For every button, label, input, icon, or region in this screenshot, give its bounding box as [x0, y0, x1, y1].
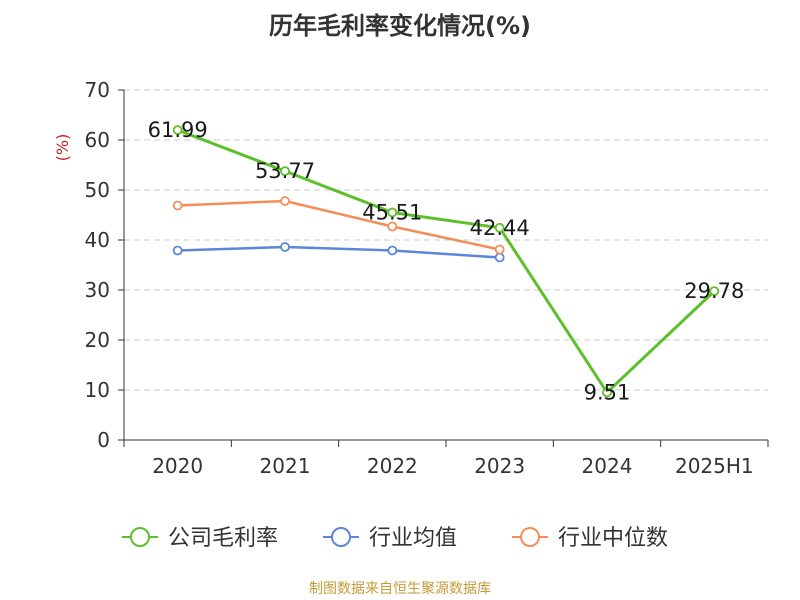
legend-marker: [331, 527, 351, 547]
data-point: [709, 286, 720, 297]
data-point: [387, 207, 398, 218]
legend-label: 行业均值: [369, 526, 457, 551]
y-axis-label: (%): [53, 134, 72, 162]
y-tick-label: 0: [97, 428, 110, 452]
series-line: [177, 199, 500, 251]
x-tick-label: 2020: [152, 454, 203, 478]
y-tick-label: 10: [85, 378, 110, 402]
data-point: [172, 125, 183, 135]
data-point: [172, 200, 183, 211]
series-line: [177, 128, 716, 394]
data-point: [602, 387, 612, 398]
x-tick-label: 2022: [367, 454, 418, 478]
series-line: [177, 245, 500, 259]
x-tick-label: 2023: [474, 454, 525, 478]
legend-marker: [520, 527, 540, 547]
data-point: [494, 222, 505, 233]
data-point: [494, 252, 505, 263]
legend-label: 公司毛利率: [168, 526, 278, 551]
data-label: 53.77: [255, 159, 315, 183]
legend-marker: [130, 527, 150, 547]
x-tick-label: 2025H1: [675, 454, 754, 478]
y-tick-label: 30: [85, 278, 110, 302]
source-note: 制图数据来自恒生聚源数据库: [309, 581, 491, 597]
y-tick-label: 20: [85, 328, 110, 352]
y-tick-label: 50: [85, 178, 110, 202]
x-tick-label: 2024: [582, 454, 633, 478]
data-label: 61.99: [148, 118, 208, 142]
y-tick-label: 60: [85, 128, 110, 152]
data-point: [494, 244, 505, 255]
data-label: 42.44: [470, 216, 530, 240]
y-tick-label: 40: [85, 228, 110, 252]
x-tick-label: 2021: [260, 454, 311, 478]
data-label: 9.51: [584, 380, 631, 404]
chart-title: 历年毛利率变化情况(%): [269, 12, 531, 40]
y-tick-label: 70: [85, 78, 110, 102]
data-point: [280, 242, 290, 252]
data-label: 29.78: [684, 279, 744, 303]
legend-label: 行业中位数: [558, 526, 668, 551]
data-point: [280, 166, 290, 177]
data-label: 45.51: [362, 200, 422, 224]
data-point: [172, 245, 183, 256]
data-point: [387, 245, 398, 256]
data-point: [387, 221, 398, 232]
data-point: [280, 196, 290, 206]
